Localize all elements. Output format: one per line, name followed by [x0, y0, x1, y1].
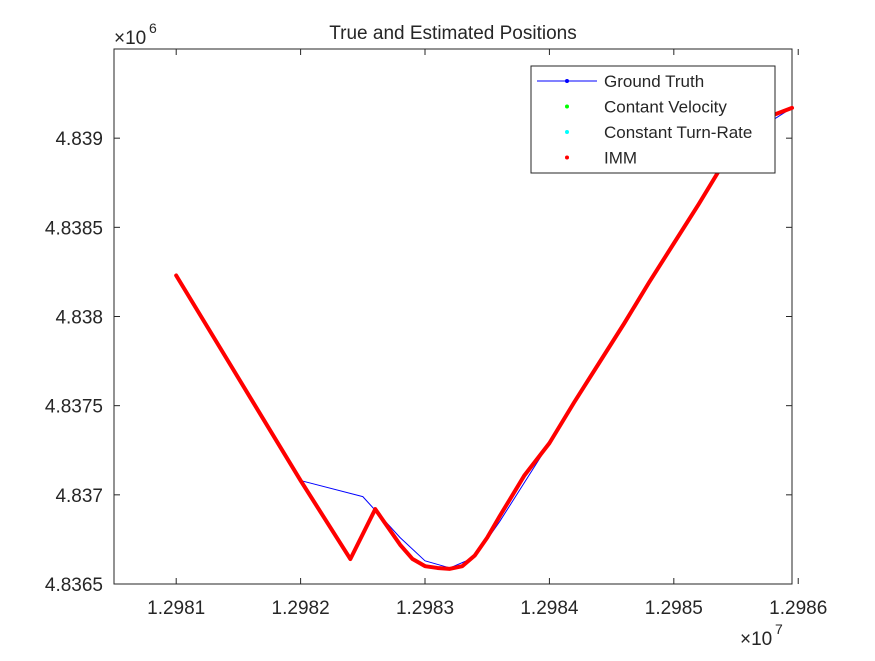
chart-title: True and Estimated Positions: [329, 23, 576, 44]
series-line-imm: [174, 105, 794, 571]
legend-label-contant-velocity: Contant Velocity: [604, 98, 727, 117]
x-tick-label: 1.2981: [147, 598, 205, 619]
x-tick-label: 1.2983: [396, 598, 454, 619]
x-exponent-label: ×10 7: [740, 621, 783, 650]
legend-marker-contant-velocity: [565, 104, 569, 109]
y-tick-label: 4.837: [55, 486, 103, 507]
x-axis: 1.2981 1.2982 1.2983 1.2984 1.2985 1.2986: [147, 49, 827, 619]
y-tick-label: 4.8385: [45, 218, 103, 239]
y-exponent-label: ×10 6: [114, 20, 157, 49]
x-tick-label: 1.2985: [645, 598, 703, 619]
legend-marker-imm: [565, 155, 569, 160]
y-exponent-power: 6: [149, 20, 157, 36]
y-tick-label: 4.839: [55, 129, 103, 150]
legend-label-ground-truth: Ground Truth: [604, 72, 704, 91]
legend-label-imm: IMM: [604, 149, 637, 168]
x-tick-label: 1.2986: [769, 598, 827, 619]
y-axis: 4.8365 4.837 4.8375 4.838 4.8385 4.839: [45, 129, 792, 596]
series-layer: [174, 105, 794, 571]
legend-marker-constant-turn-rate: [565, 130, 569, 134]
y-tick-label: 4.8365: [45, 575, 103, 596]
x-tick-label: 1.2982: [272, 598, 330, 619]
x-exponent-power: 7: [775, 621, 783, 637]
legend-marker-ground-truth: [565, 79, 569, 83]
y-tick-label: 4.838: [55, 308, 103, 329]
y-tick-label: 4.8375: [45, 397, 103, 418]
legend-label-constant-turn-rate: Constant Turn-Rate: [604, 123, 752, 142]
x-tick-label: 1.2984: [520, 598, 579, 619]
legend: Ground Truth Contant Velocity Constant Tur…: [530, 65, 776, 174]
y-exponent-base: ×10: [114, 28, 146, 49]
legend-box: [530, 65, 776, 174]
x-exponent-base: ×10: [740, 629, 772, 650]
